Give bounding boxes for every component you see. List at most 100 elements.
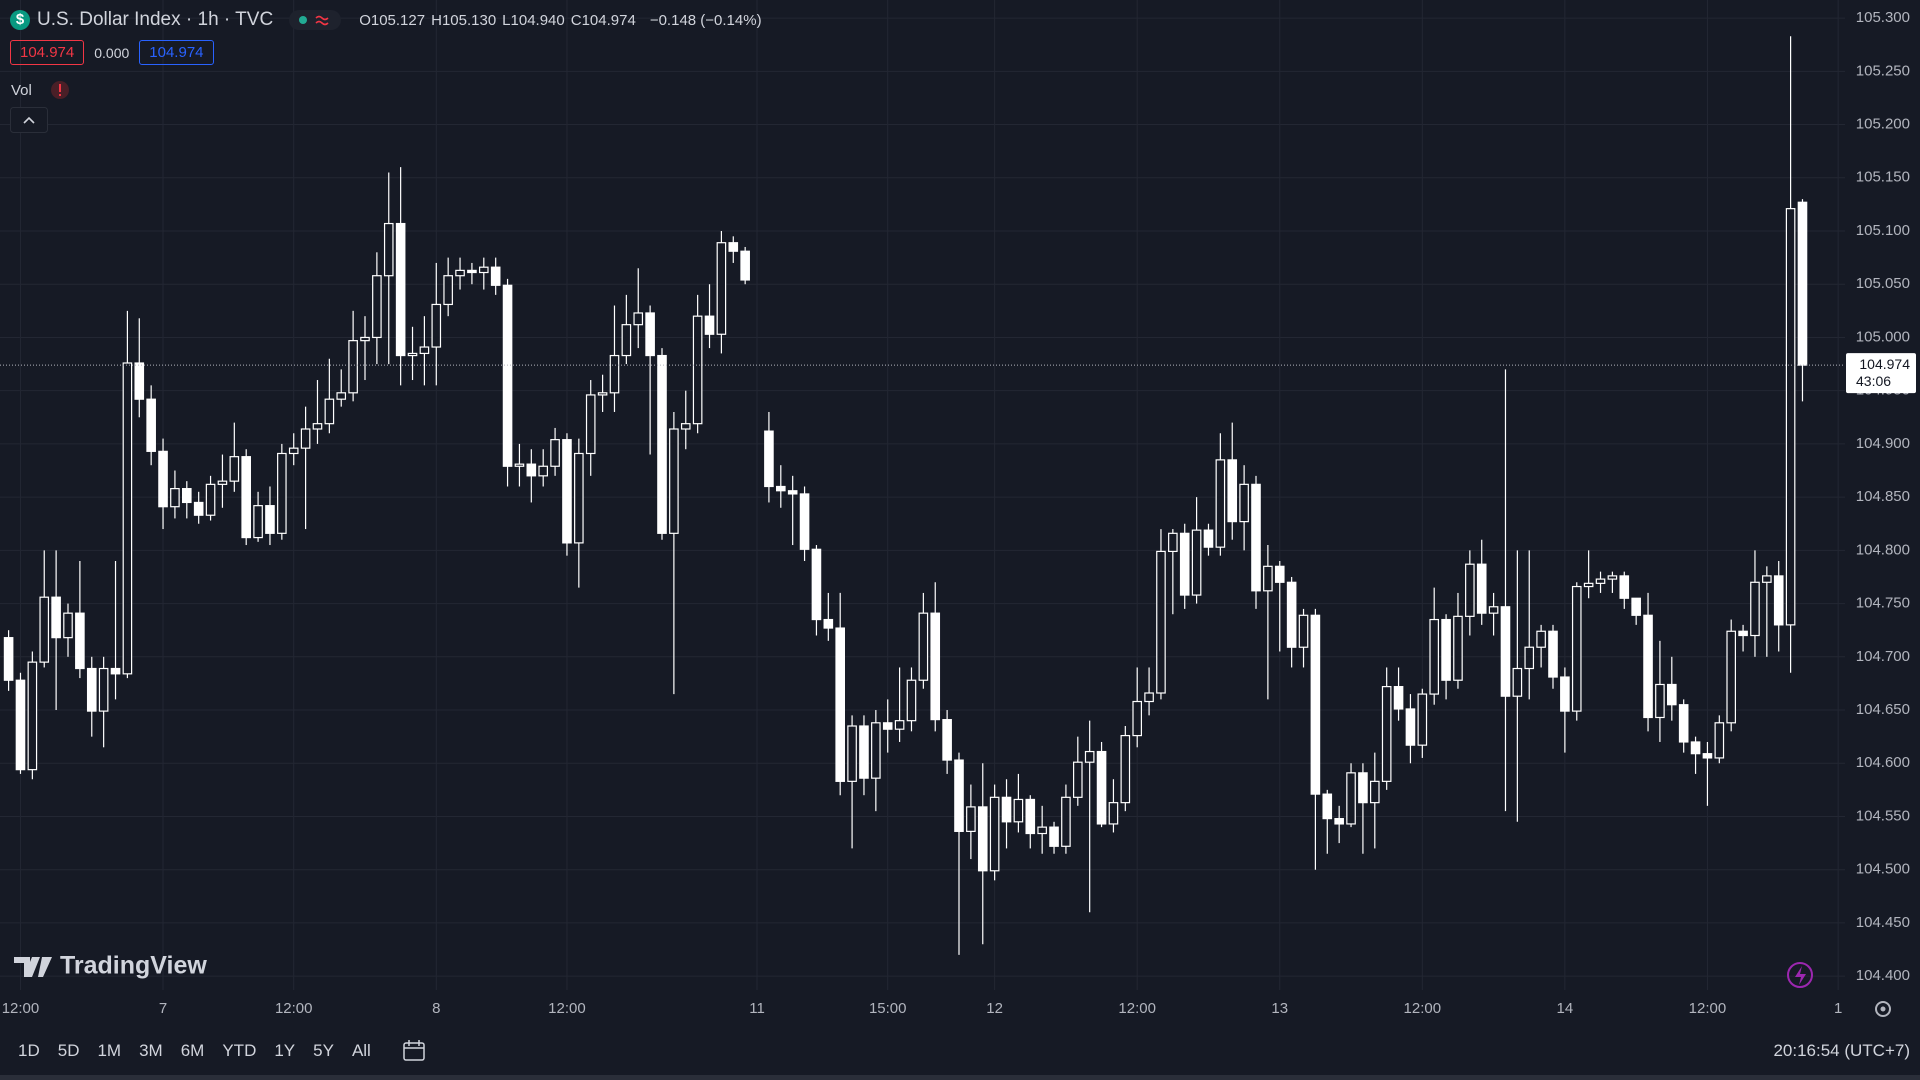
settings-icon[interactable] [1875,1001,1891,1017]
lightning-glyph [1795,966,1806,985]
range-button[interactable]: 1D [18,1041,40,1060]
candle-body-up [609,354,620,394]
candle-body-down [1631,597,1641,616]
candle-body-up [1120,734,1131,804]
change: −0.148 (−0.14%) [649,11,762,29]
y-tick-label: 105.200 [1856,116,1910,133]
candle-body-down [241,456,251,539]
range-button[interactable]: 6M [180,1041,205,1060]
warning-icon[interactable] [50,80,70,100]
candle-body-up [894,720,905,730]
candle-body-down [1678,704,1689,743]
candle-body-up [407,352,418,357]
sell-price[interactable]: 104.974 [10,40,85,65]
candle-body-down [1001,796,1012,823]
spread: 0.000 [94,44,130,61]
candle-body-up [1132,700,1142,737]
candle-body-up [479,266,489,274]
candle-body-up [1061,796,1071,847]
volume-row: Vol [11,80,70,100]
y-tick-label: 104.850 [1856,488,1910,505]
ohlc-value: 105.127 [370,11,426,29]
x-tick-label: 1 [1834,1000,1842,1017]
candle-body-up [1156,550,1166,694]
x-tick-label: 12:00 [1689,1000,1727,1017]
ohlc-value: 105.130 [441,11,497,29]
candle-body-up [871,722,881,779]
candle-body-up [1726,630,1736,724]
x-tick-label: 13 [1271,1000,1288,1017]
candle-body-up [989,796,1000,872]
candle-body-down [1203,529,1214,548]
candle-body-down [882,722,893,730]
candle-body-up [680,423,691,430]
candle-body-up [217,480,228,485]
candle-body-up [170,488,180,508]
status-pill [289,10,342,30]
candle-body-up [538,465,548,477]
candle-body-up [585,394,596,455]
candle-body-up [918,612,929,681]
range-button[interactable]: YTD [222,1041,257,1060]
cal-lines [403,1040,424,1049]
candle-body-up [1488,606,1499,614]
range-button[interactable]: 5Y [313,1041,334,1060]
candle-body-up [716,242,727,335]
watermark: TradingView [14,952,207,980]
candle-body-up [1298,614,1309,648]
candle-body-down [728,242,739,252]
candle-body-down [1096,750,1107,825]
candle-body-down [787,490,798,495]
y-tick-label: 104.400 [1856,967,1910,984]
x-tick-label: 11 [749,1000,765,1017]
bottom-toolbar: 1D 5D 1M 3M 6M YTD 1Y 5Y All 20:16:54 (UTC+7) [0,1026,1920,1076]
candle-body-up [300,428,311,449]
candle-body-up [906,679,917,722]
candle-body-up [348,340,358,394]
candle-body-down [645,312,655,357]
candle-body-up [574,452,584,544]
x-tick-label: 14 [1557,1000,1574,1017]
range-button[interactable]: 3M [139,1041,163,1060]
candle-body-down [1393,686,1404,710]
date-range-icon[interactable] [401,1038,427,1064]
candle-body-up [360,336,370,342]
collapse-button[interactable] [10,107,48,133]
range-button[interactable]: All [351,1041,371,1060]
y-tick-label: 104.450 [1856,914,1910,931]
clock[interactable]: 20:16:54 (UTC+7) [1773,1041,1910,1060]
x-tick-label: 7 [159,1000,167,1017]
candle-body-down [3,637,14,681]
buy-price[interactable]: 104.974 [139,40,214,65]
candle-body-up [1084,750,1095,763]
range-button[interactable]: 1M [97,1041,122,1060]
warning-bar [58,84,61,92]
candle-body-down [1773,575,1784,626]
candle-body-up [1381,686,1392,782]
watermark-text: TradingView [60,952,207,980]
candle-body-down [193,501,204,516]
candle-body-up [383,222,394,277]
candle-body-up [1714,722,1725,759]
settings-dot [1880,1006,1886,1012]
lightning-icon[interactable] [1787,962,1813,988]
x-tick-label: 12:00 [275,1000,313,1017]
candle-body-up [1108,802,1119,825]
symbol-title[interactable]: U.S. Dollar Index · 1h · TVC [37,9,274,30]
candle-body-up [1215,459,1226,548]
candle-body-up [229,456,240,482]
candle-body-down [1322,793,1333,820]
y-tick-label: 105.100 [1856,222,1910,239]
candle-body-up [847,725,857,782]
candle-body-up [419,346,430,355]
ohlc: O 105.127 H 105.130 L 104.940 C 104.974 [359,12,642,29]
candle-body-up [288,447,299,455]
candle-body-up [1429,618,1439,695]
y-tick-label: 104.700 [1856,648,1910,665]
range-button[interactable]: 1Y [274,1041,296,1060]
candles [3,36,1808,955]
last-price-label: 104.974 [1859,356,1910,372]
ohlc-label: O [359,11,371,29]
candle-body-down [1476,563,1487,614]
range-button[interactable]: 5D [57,1041,80,1060]
